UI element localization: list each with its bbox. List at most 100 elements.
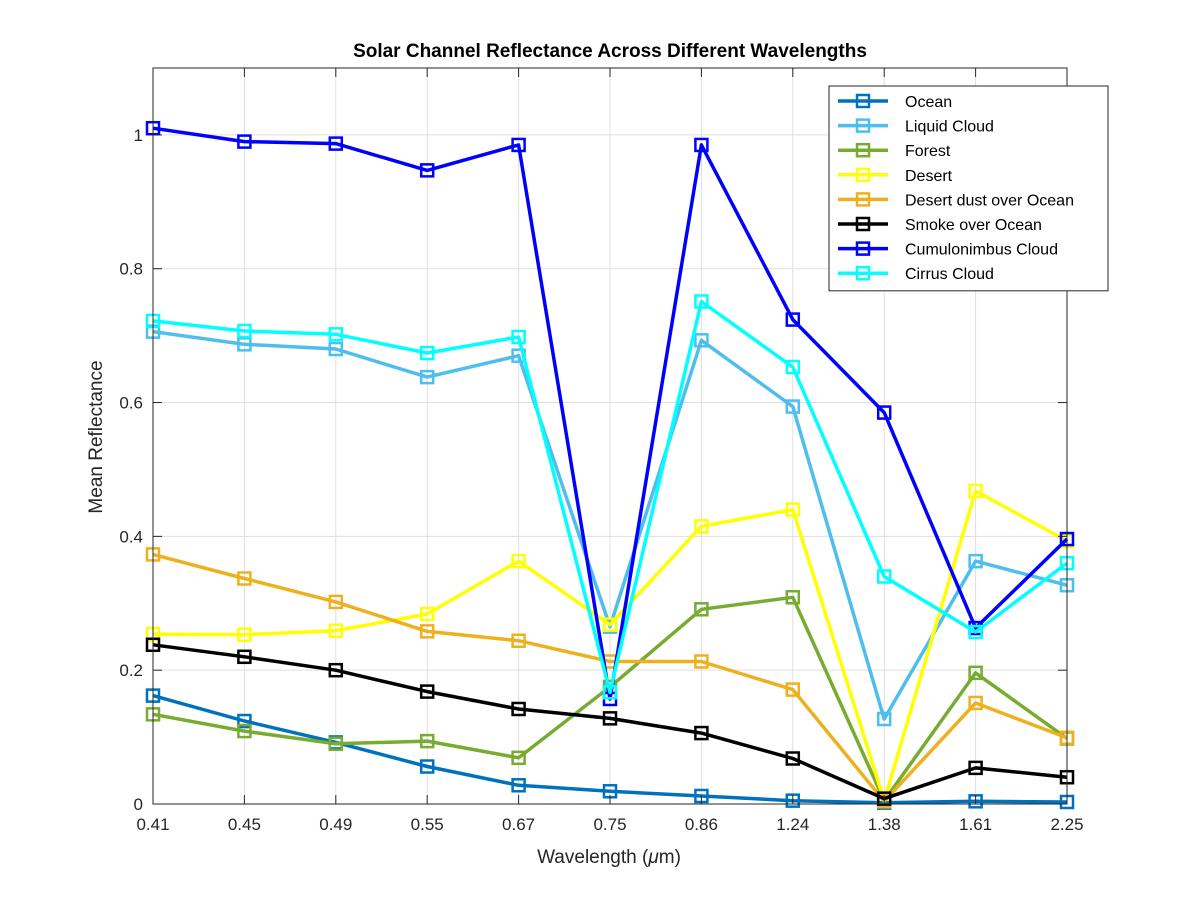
- data-point-marker: [968, 483, 983, 499]
- y-tick-label: 0.4: [119, 527, 143, 546]
- data-point-marker: [419, 624, 435, 639]
- legend-marker-swatch: [855, 265, 871, 281]
- data-point-marker: [876, 405, 892, 420]
- data-point-marker: [328, 327, 344, 342]
- data-point-marker: [237, 713, 252, 729]
- data-point-marker: [237, 571, 252, 586]
- data-point-marker: [419, 606, 435, 622]
- legend-item-forest: Forest: [838, 142, 951, 160]
- data-point-marker: [511, 137, 526, 153]
- data-point-marker: [237, 134, 252, 149]
- legend-item-desert-dust-over-ocean: Desert dust over Ocean: [838, 192, 1074, 209]
- data-point-marker: [785, 590, 801, 605]
- series-desert: [145, 483, 1075, 808]
- legend-label: Cirrus Cloud: [905, 266, 994, 283]
- y-tick-label: 0.2: [119, 661, 143, 680]
- series-line: [152, 299, 1069, 695]
- legend-label: Desert: [905, 168, 953, 185]
- data-point-marker: [511, 633, 526, 648]
- data-point-marker: [511, 329, 526, 345]
- x-tick-label: 0.75: [593, 815, 626, 834]
- data-point-marker: [237, 627, 252, 642]
- data-point-marker: [328, 594, 344, 610]
- data-point-marker: [328, 623, 344, 638]
- x-tick-label: 0.86: [685, 815, 718, 834]
- data-point-marker: [876, 711, 892, 727]
- legend-marker-swatch: [855, 167, 871, 183]
- x-tick-label: 0.67: [502, 815, 535, 834]
- legend-label: Cumulonimbus Cloud: [905, 242, 1058, 259]
- legend-item-desert: Desert: [838, 167, 953, 185]
- data-point-marker: [237, 323, 252, 339]
- data-point-marker: [328, 662, 344, 678]
- data-point-marker: [237, 649, 252, 665]
- data-point-marker: [968, 665, 983, 681]
- data-point-marker: [785, 312, 801, 327]
- data-point-marker: [694, 333, 709, 348]
- data-point-marker: [419, 733, 435, 749]
- x-axis-label: Wavelength (μm): [537, 847, 681, 868]
- data-point-marker: [785, 793, 801, 808]
- data-point-marker: [694, 519, 709, 534]
- data-point-marker: [419, 684, 435, 699]
- x-tick-label: 0.49: [319, 815, 352, 834]
- data-point-marker: [511, 553, 526, 569]
- data-point-marker: [785, 682, 801, 697]
- legend-marker-swatch: [855, 241, 871, 256]
- series-line: [152, 329, 1068, 721]
- data-point-marker: [419, 759, 435, 774]
- legend-box: [828, 85, 1109, 292]
- data-point-marker: [602, 711, 618, 726]
- series-line: [152, 489, 1068, 803]
- data-point-marker: [602, 617, 618, 632]
- data-point-marker: [328, 736, 344, 752]
- series-line: [152, 552, 1068, 804]
- data-point-marker: [785, 502, 801, 517]
- data-point-marker: [511, 701, 526, 717]
- x-tick-label: 0.45: [228, 815, 261, 834]
- data-point-marker: [419, 369, 435, 385]
- data-point-marker: [694, 294, 709, 309]
- legend-item-smoke-over-ocean: Smoke over Ocean: [838, 216, 1042, 234]
- x-tick-label: 1.61: [959, 815, 992, 834]
- data-point-marker: [785, 359, 801, 375]
- data-point-marker: [968, 760, 983, 776]
- data-point-marker: [876, 791, 892, 806]
- data-point-marker: [968, 553, 983, 569]
- axis-ticks: 0.41 0.45 0.49 0.55 0.67 0.75 0.86 1.24 1.38 1.61…: [119, 68, 1084, 834]
- legend-item-liquid-cloud: Liquid Cloud: [838, 118, 994, 136]
- y-tick-label: 1: [134, 126, 143, 145]
- series-line: [152, 643, 1068, 801]
- legend-label: Forest: [905, 143, 951, 160]
- y-axis-label: Mean Reflectance: [86, 360, 107, 513]
- y-tick-label: 0: [134, 795, 143, 814]
- data-point-marker: [237, 337, 252, 352]
- legend-label: Ocean: [905, 94, 952, 111]
- data-point-marker: [419, 163, 435, 178]
- x-tick-label: 0.55: [411, 815, 444, 834]
- data-point-marker: [876, 569, 892, 584]
- data-point-marker: [968, 624, 983, 640]
- data-point-marker: [237, 723, 252, 739]
- legend-item-ocean: Ocean: [838, 93, 952, 111]
- series-ocean: [145, 688, 1075, 810]
- data-point-marker: [785, 399, 801, 414]
- legend: Ocean Liquid Cloud Forest Desert Desert dust…: [828, 85, 1109, 292]
- data-point-marker: [328, 136, 344, 151]
- legend-label: Smoke over Ocean: [905, 217, 1042, 234]
- data-point-marker: [694, 137, 709, 153]
- y-tick-label: 0.6: [119, 394, 143, 413]
- data-point-marker: [511, 750, 526, 766]
- legend-item-cumulonimbus-cloud: Cumulonimbus Cloud: [838, 241, 1058, 259]
- legend-label: Liquid Cloud: [905, 119, 994, 136]
- data-point-marker: [694, 602, 709, 617]
- data-point-marker: [968, 695, 983, 711]
- data-point-marker: [511, 778, 526, 793]
- data-point-marker: [602, 685, 618, 700]
- legend-item-cirrus-cloud: Cirrus Cloud: [838, 265, 994, 283]
- x-tick-label: 1.38: [868, 815, 901, 834]
- legend-marker-swatch: [855, 142, 871, 158]
- data-point-marker: [785, 751, 801, 766]
- series-line: [152, 693, 1068, 805]
